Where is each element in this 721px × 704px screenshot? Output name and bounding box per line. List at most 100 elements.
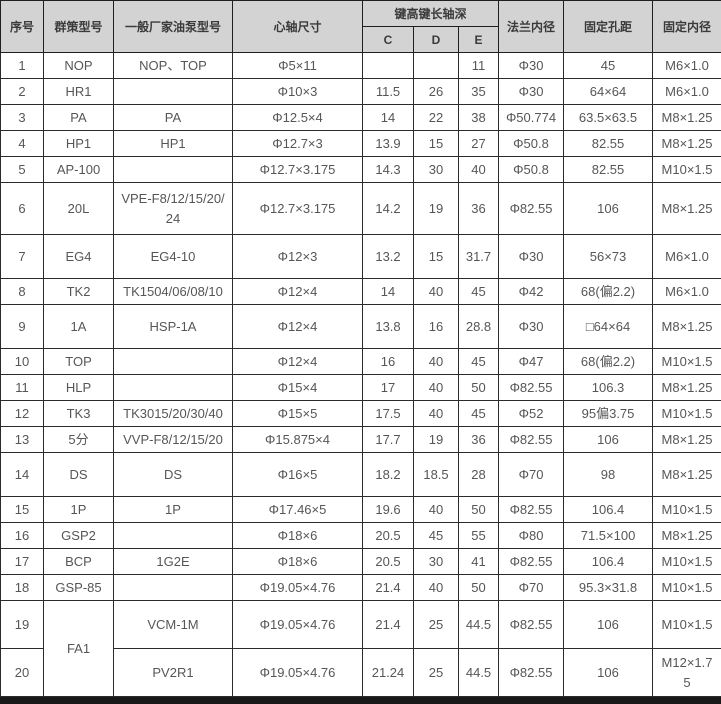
table-cell: 106.3 — [564, 375, 653, 401]
table-cell: 82.55 — [564, 157, 653, 183]
table-cell: 38 — [459, 105, 499, 131]
table-cell: Φ12×4 — [233, 349, 363, 375]
table-cell: Φ19.05×4.76 — [233, 601, 363, 649]
table-cell: 71.5×100 — [564, 523, 653, 549]
table-cell: 95偏3.75 — [564, 401, 653, 427]
table-cell: 18.5 — [414, 453, 459, 497]
table-cell: 1A — [44, 305, 114, 349]
table-cell: 18.2 — [363, 453, 414, 497]
table-cell: 17.5 — [363, 401, 414, 427]
table-cell: Φ82.55 — [499, 183, 564, 235]
table-cell: DS — [44, 453, 114, 497]
table-cell: 20.5 — [363, 523, 414, 549]
table-cell: Φ5×11 — [233, 53, 363, 79]
header-key-dims-group: 键高键长轴深 — [363, 1, 499, 27]
table-cell: M8×1.25 — [653, 105, 721, 131]
table-cell: 19.6 — [363, 497, 414, 523]
table-cell: TOP — [44, 349, 114, 375]
table-cell: 15 — [1, 497, 44, 523]
table-cell: 20 — [1, 649, 44, 697]
table-cell: Φ30 — [499, 53, 564, 79]
table-cell: Φ18×6 — [233, 549, 363, 575]
table-cell: 11.5 — [363, 79, 414, 105]
table-cell: EG4 — [44, 235, 114, 279]
table-cell: VCM-1M — [114, 601, 233, 649]
table-cell: 106 — [564, 601, 653, 649]
header-col-e: E — [459, 27, 499, 53]
table-header: 序号 群策型号 一般厂家油泵型号 心轴尺寸 键高键长轴深 法兰内径 固定孔距 固… — [1, 1, 721, 53]
table-cell: 41 — [459, 549, 499, 575]
table-cell: 20L — [44, 183, 114, 235]
header-fixing-hole-distance: 固定孔距 — [564, 1, 653, 53]
table-cell: AP-100 — [44, 157, 114, 183]
table-cell: 40 — [459, 157, 499, 183]
table-cell: M10×1.5 — [653, 349, 721, 375]
table-cell: 106 — [564, 427, 653, 453]
table-cell: Φ47 — [499, 349, 564, 375]
table-cell: 5 — [1, 157, 44, 183]
table-cell: Φ82.55 — [499, 601, 564, 649]
table-cell: HLP — [44, 375, 114, 401]
table-cell: Φ10×3 — [233, 79, 363, 105]
table-cell: Φ50.8 — [499, 131, 564, 157]
table-cell: Φ12×4 — [233, 279, 363, 305]
table-cell: DS — [114, 453, 233, 497]
table-cell: 106.4 — [564, 497, 653, 523]
table-cell: 1P — [44, 497, 114, 523]
table-cell: M12×1.75 — [653, 649, 721, 697]
table-cell: M8×1.25 — [653, 131, 721, 157]
table-cell: 28.8 — [459, 305, 499, 349]
table-cell: 30 — [414, 157, 459, 183]
table-cell: GSP2 — [44, 523, 114, 549]
table-cell: 106 — [564, 649, 653, 697]
table-cell: 40 — [414, 279, 459, 305]
table-cell: 13.8 — [363, 305, 414, 349]
table-cell: HR1 — [44, 79, 114, 105]
table-cell: Φ70 — [499, 453, 564, 497]
table-cell: Φ30 — [499, 79, 564, 105]
header-fixing-inner-diameter: 固定内径 — [653, 1, 721, 53]
header-qunce-model: 群策型号 — [44, 1, 114, 53]
table-cell: HSP-1A — [114, 305, 233, 349]
table-cell: 1G2E — [114, 549, 233, 575]
table-cell: PA — [44, 105, 114, 131]
table-cell: 14.3 — [363, 157, 414, 183]
table-cell: Φ15.875×4 — [233, 427, 363, 453]
table-cell — [114, 79, 233, 105]
table-cell: NOP、TOP — [114, 53, 233, 79]
table-cell: 4 — [1, 131, 44, 157]
table-cell: M8×1.25 — [653, 183, 721, 235]
table-cell: 7 — [1, 235, 44, 279]
table-cell: 15 — [414, 235, 459, 279]
table-cell: M10×1.5 — [653, 549, 721, 575]
table-cell: M10×1.5 — [653, 157, 721, 183]
table-cell: M8×1.25 — [653, 375, 721, 401]
table-cell: Φ16×5 — [233, 453, 363, 497]
table-cell: 56×73 — [564, 235, 653, 279]
table-cell: 17 — [363, 375, 414, 401]
table-cell: Φ42 — [499, 279, 564, 305]
table-cell: 45 — [459, 279, 499, 305]
table-cell: PV2R1 — [114, 649, 233, 697]
table-cell: 16 — [1, 523, 44, 549]
table-cell: 106.4 — [564, 549, 653, 575]
header-spindle-size: 心轴尺寸 — [233, 1, 363, 53]
table-cell: 31.7 — [459, 235, 499, 279]
table-cell: 68(偏2.2) — [564, 349, 653, 375]
header-col-d: D — [414, 27, 459, 53]
header-col-c: C — [363, 27, 414, 53]
table-cell: M8×1.25 — [653, 523, 721, 549]
